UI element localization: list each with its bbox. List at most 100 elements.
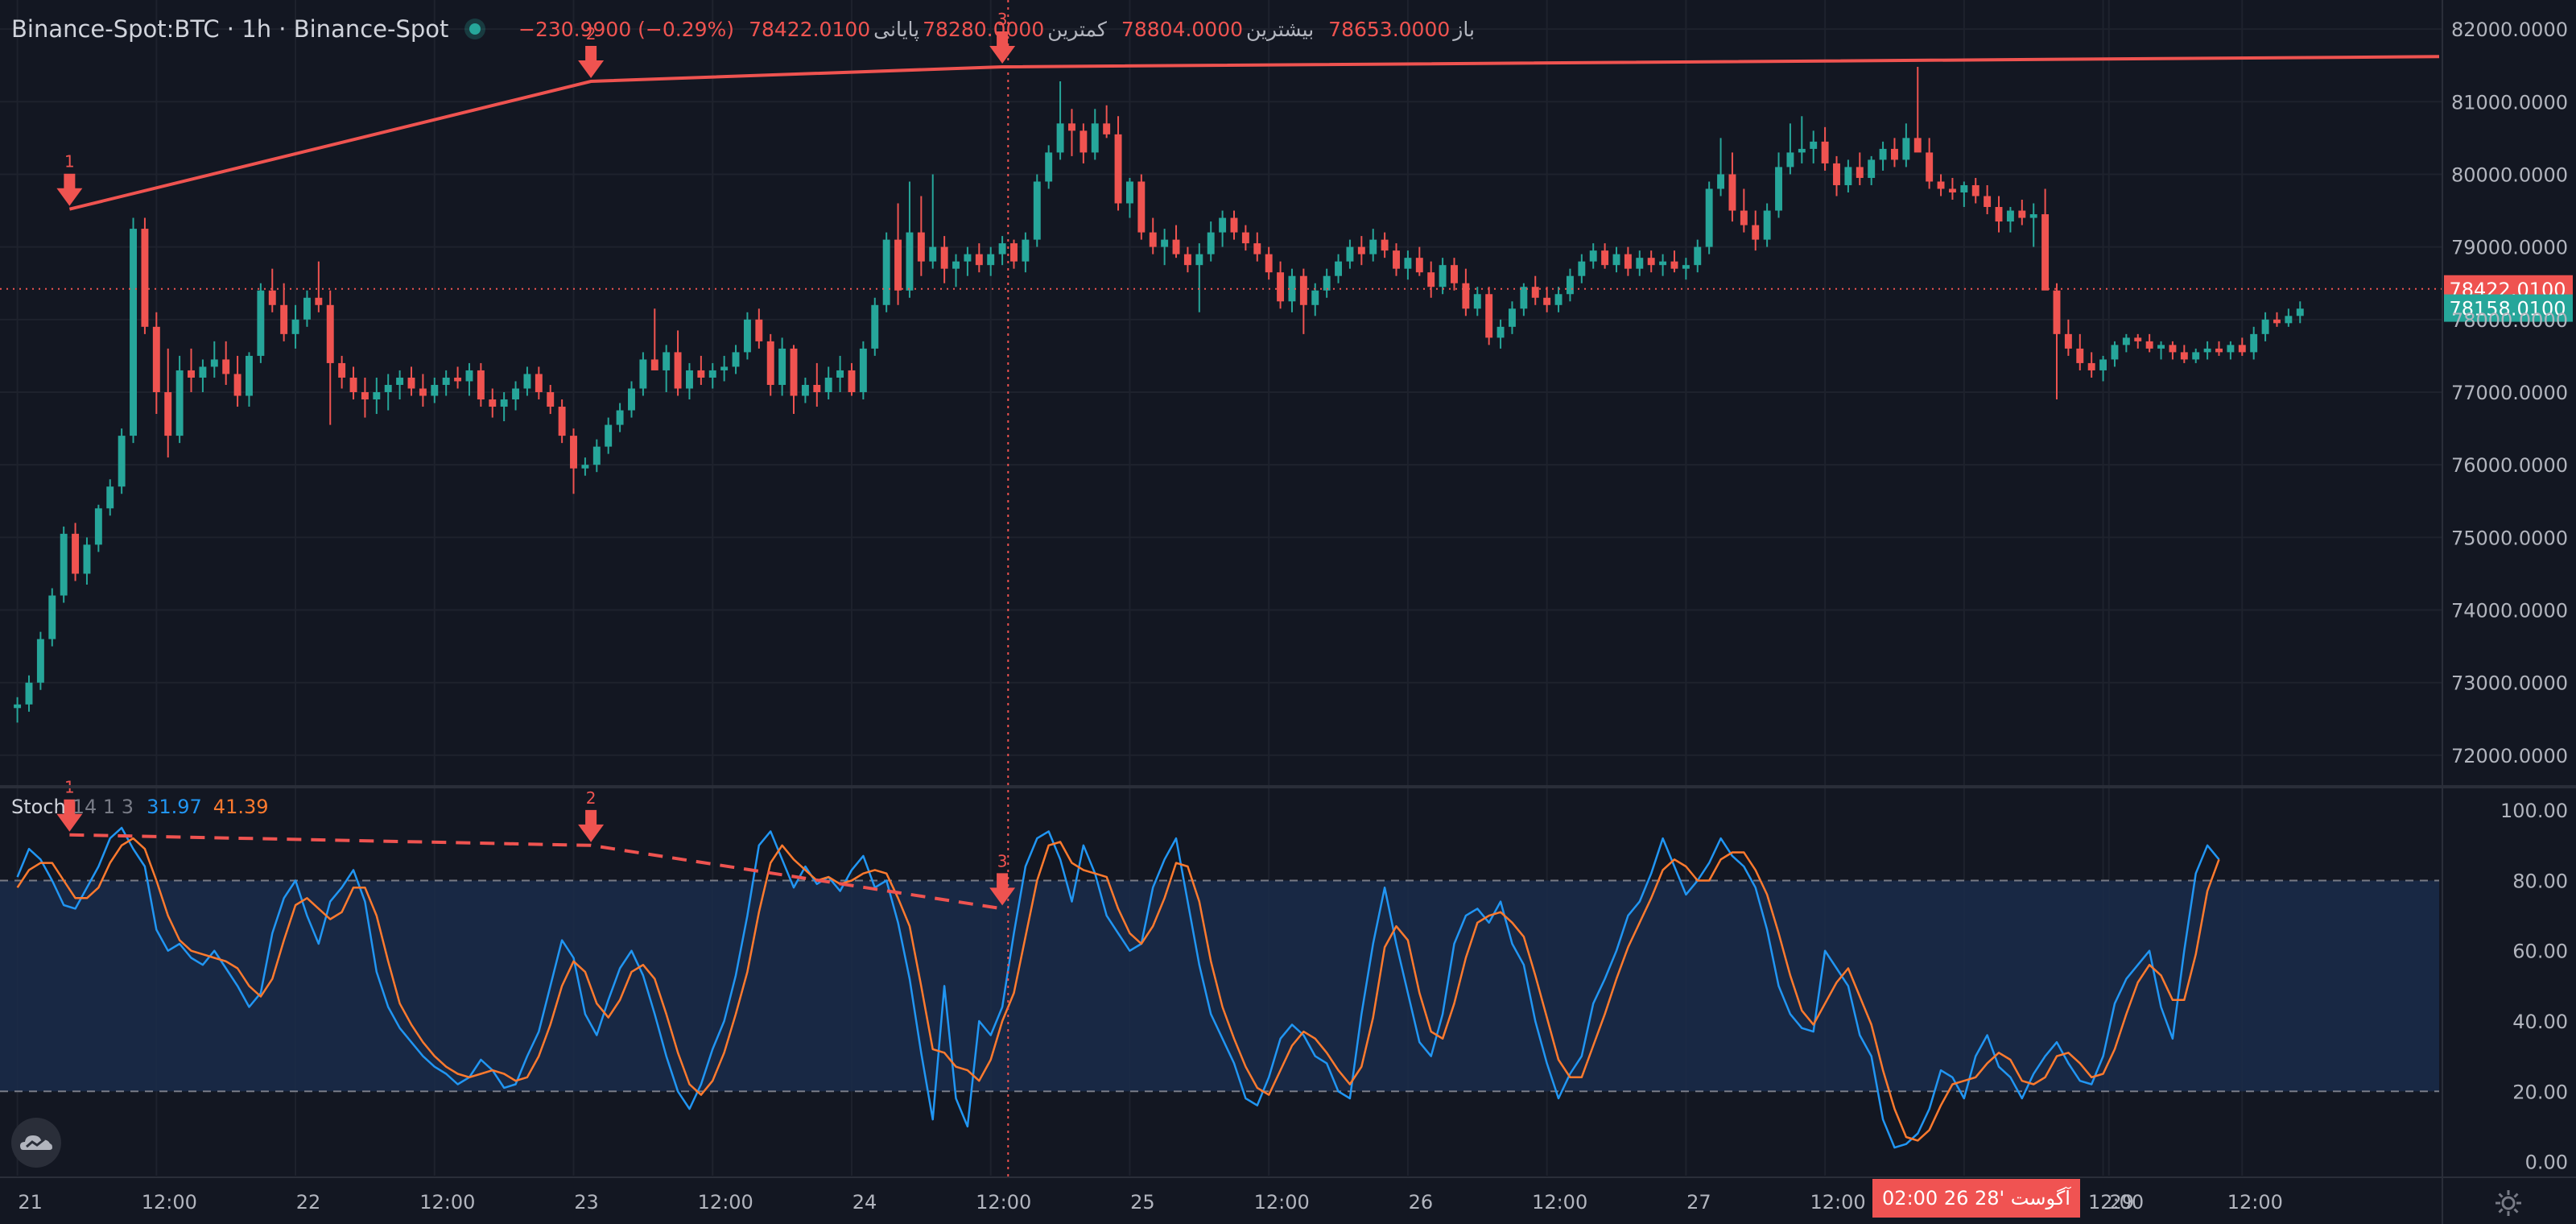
signal-label: 1 bbox=[64, 152, 75, 172]
stoch-tick-label: 60.00 bbox=[2512, 941, 2568, 963]
candle-body bbox=[246, 355, 253, 396]
candle-body bbox=[1798, 148, 1806, 153]
high-label: بیشترین bbox=[1246, 17, 1315, 41]
candle-body bbox=[1856, 167, 1864, 178]
candle-body bbox=[987, 254, 995, 266]
candle-body bbox=[1705, 188, 1713, 247]
symbol-title[interactable]: Binance-Spot:BTC · 1h · Binance-Spot bbox=[11, 15, 449, 43]
candle-body bbox=[592, 446, 601, 465]
candle-body bbox=[2087, 362, 2095, 370]
candle-body bbox=[952, 261, 960, 269]
candle-body bbox=[2099, 359, 2107, 370]
candle-body bbox=[1752, 225, 1760, 240]
candle-body bbox=[871, 304, 879, 349]
candle-body bbox=[1682, 265, 1690, 269]
tradingview-logo-icon[interactable] bbox=[11, 1118, 61, 1168]
candle-body bbox=[1172, 239, 1180, 254]
candle-body bbox=[1219, 217, 1227, 233]
open-label: باز bbox=[1453, 17, 1475, 41]
candle-body bbox=[1114, 134, 1122, 204]
candle-body bbox=[766, 341, 774, 385]
candle-body bbox=[2041, 214, 2050, 291]
candle-body bbox=[94, 508, 102, 545]
candle-body bbox=[1740, 210, 1748, 225]
candle-body bbox=[1393, 250, 1400, 269]
stoch-tick-label: 80.00 bbox=[2512, 870, 2568, 892]
candle-body bbox=[801, 384, 809, 396]
candle-body bbox=[118, 436, 126, 487]
candle-body bbox=[1984, 196, 1992, 208]
price-signal: 3 bbox=[989, 10, 1016, 64]
time-tick-label: 12:00 bbox=[142, 1191, 197, 1214]
candle-body bbox=[917, 232, 925, 262]
candlestick-series bbox=[14, 66, 2304, 723]
candle-body bbox=[1485, 294, 1493, 338]
signal-arrow-icon bbox=[578, 46, 605, 79]
candle-body bbox=[1531, 287, 1539, 298]
candle-body bbox=[906, 232, 914, 291]
candle-body bbox=[431, 384, 439, 396]
price-signal: 2 bbox=[578, 24, 605, 79]
candle-body bbox=[164, 392, 172, 436]
candle-body bbox=[1589, 250, 1597, 262]
price-tick-label: 73000.0000 bbox=[2451, 672, 2568, 695]
candle-body bbox=[755, 319, 763, 341]
candle-body bbox=[1183, 254, 1191, 266]
candle-body bbox=[1462, 283, 1470, 309]
candle-body bbox=[929, 246, 937, 262]
price-signal: 1 bbox=[56, 152, 83, 206]
candle-body bbox=[454, 377, 462, 382]
candle-body bbox=[836, 370, 844, 378]
candle-body bbox=[547, 392, 555, 407]
candle-body bbox=[2145, 341, 2153, 349]
signal-arrow-icon bbox=[56, 173, 83, 206]
candle-body bbox=[489, 399, 497, 407]
time-tick-label: 27 bbox=[1686, 1191, 1711, 1214]
candle-body bbox=[975, 254, 983, 266]
candle-body bbox=[1508, 308, 1516, 327]
candle-body bbox=[280, 304, 288, 334]
settings-gear-icon[interactable] bbox=[2494, 1189, 2523, 1218]
stoch-tick-label: 20.00 bbox=[2512, 1081, 2568, 1103]
candle-body bbox=[535, 374, 543, 392]
candle-body bbox=[512, 388, 520, 400]
candle-body bbox=[315, 297, 323, 305]
candle-body bbox=[1451, 265, 1458, 283]
candle-body bbox=[106, 486, 114, 509]
candle-body bbox=[1578, 261, 1586, 276]
time-tick-label: 24 bbox=[852, 1191, 877, 1214]
candle-body bbox=[1728, 174, 1736, 211]
candle-body bbox=[1125, 181, 1133, 204]
candle-body bbox=[1659, 261, 1667, 266]
candle-body bbox=[964, 254, 972, 262]
candle-body bbox=[2018, 210, 2026, 218]
stoch-legend[interactable]: Stoch 14 1 3 31.97 41.39 bbox=[11, 796, 269, 818]
price-marker-label: 78158.0100 bbox=[2449, 298, 2566, 320]
candle-body bbox=[25, 682, 33, 705]
candle-body bbox=[848, 370, 856, 392]
candle-body bbox=[790, 348, 798, 396]
price-tick-label: 78000.0000 bbox=[2451, 309, 2568, 332]
candle-body bbox=[859, 348, 867, 392]
candle-body bbox=[813, 384, 821, 392]
candle-body bbox=[1195, 254, 1203, 266]
candle-body bbox=[674, 352, 682, 389]
stoch-d-value: 41.39 bbox=[213, 796, 269, 818]
candle-body bbox=[616, 410, 624, 425]
candle-body bbox=[349, 377, 357, 392]
close-value: 78422.0100 bbox=[749, 17, 871, 41]
candle-body bbox=[1821, 141, 1829, 163]
candle-body bbox=[222, 359, 230, 374]
signal-label: 2 bbox=[586, 788, 597, 808]
candle-body bbox=[210, 359, 218, 367]
symbol-header[interactable]: Binance-Spot:BTC · 1h · Binance-Spot bbox=[11, 11, 503, 47]
candle-body bbox=[1694, 246, 1702, 266]
signal-label: 3 bbox=[997, 10, 1008, 29]
candle-body bbox=[1161, 239, 1169, 247]
candle-body bbox=[175, 370, 184, 436]
candle-body bbox=[500, 399, 508, 407]
price-tick-label: 82000.0000 bbox=[2451, 19, 2568, 41]
candle-body bbox=[1207, 232, 1215, 254]
signal-label: 3 bbox=[997, 851, 1008, 870]
